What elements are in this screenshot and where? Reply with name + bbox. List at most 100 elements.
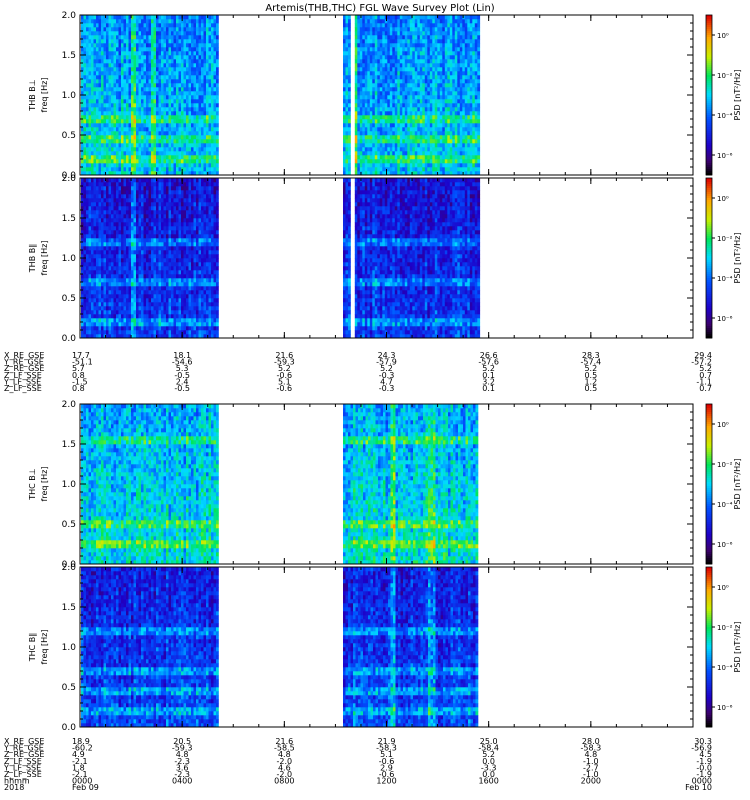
ephemeris-value: 5.2 — [482, 364, 495, 373]
ephemeris-value: 4.9 — [72, 750, 85, 759]
ephemeris-value: 4.8 — [176, 750, 189, 759]
ephemeris-value: 0400 — [172, 777, 192, 786]
y-axis-label: freq [Hz] — [40, 467, 49, 502]
colorbar-tick-label: 10⁻⁶ — [717, 541, 733, 549]
colorbar-tick-label: 10⁻⁴ — [717, 112, 733, 120]
colorbar-tick-label: 10⁰ — [717, 195, 729, 203]
ephemeris-value: 18.9 — [72, 737, 90, 746]
ephemeris-value: 0800 — [274, 777, 294, 786]
y-tick-label: 1.0 — [62, 480, 77, 490]
ephemeris-value: -54.6 — [172, 358, 193, 367]
ephemeris-value: 28.0 — [582, 737, 600, 746]
ephemeris-row-label: Z_LF_SSE — [4, 757, 42, 766]
ephemeris-value: -58.5 — [274, 744, 295, 753]
ephemeris-value: 25.0 — [480, 737, 498, 746]
ephemeris-value: -0.3 — [379, 371, 395, 380]
ephemeris-value: 5.3 — [176, 364, 189, 373]
y-tick-label: 0.5 — [62, 520, 76, 530]
colorbar-label: PSD [nT²/Hz] — [733, 459, 742, 510]
ephemeris-value: -1.5 — [72, 377, 88, 386]
ephemeris-value: -58.3 — [376, 744, 397, 753]
colorbar-tick-label: 10⁻⁴ — [717, 275, 733, 283]
ephemeris-value: -0.6 — [277, 384, 293, 393]
colorbar-tick-label: 10⁰ — [717, 421, 729, 429]
ephemeris-row-label: X_RE_GSE — [4, 737, 44, 746]
ephemeris-value: 5.2 — [482, 750, 495, 759]
y-axis-label: freq [Hz] — [40, 78, 49, 113]
colorbar-tick-label: 10⁻² — [717, 461, 733, 469]
ephemeris-value: -57.9 — [376, 358, 397, 367]
colorbar-tick-label: 10⁰ — [717, 584, 729, 592]
ephemeris-value: -57.6 — [478, 358, 499, 367]
ephemeris-value: 26.6 — [480, 351, 498, 360]
ephemeris-value: 4.5 — [699, 750, 712, 759]
panel-label: THC B∥ — [28, 633, 37, 663]
colorbar-tick-label: 10⁻² — [717, 235, 733, 243]
ephemeris-value: -1.1 — [696, 377, 712, 386]
panel-label: THC B⊥ — [28, 468, 37, 501]
ephemeris-value: 18.1 — [173, 351, 191, 360]
ephemeris-value: -1.9 — [696, 757, 712, 766]
ephemeris-row-label: Z_LF_SSE — [4, 384, 42, 393]
ephemeris-value: -3.3 — [481, 763, 497, 772]
ephemeris-value: 0.8 — [72, 371, 85, 380]
y-tick-label: 0.0 — [62, 723, 77, 733]
ephemeris-row-label: Y_LF_SSE — [3, 377, 41, 386]
ephemeris-value: -0.6 — [379, 770, 395, 779]
panel-label: THB B∥ — [28, 244, 37, 273]
ephemeris-value: -1.0 — [583, 770, 599, 779]
ephemeris-value: 24.3 — [378, 351, 396, 360]
colorbar-tick-label: 10⁻⁶ — [717, 152, 733, 160]
ephemeris-value: 0.5 — [584, 371, 597, 380]
y-tick-label: 1.5 — [62, 214, 76, 224]
colorbar-tick-label: 10⁻² — [717, 624, 733, 632]
y-tick-label: 2.0 — [62, 11, 77, 21]
y-tick-label: 1.0 — [62, 254, 77, 264]
ephemeris-value: 4.8 — [584, 750, 597, 759]
y-tick-label: 0.5 — [62, 294, 76, 304]
colorbar-label: PSD [nT²/Hz] — [733, 70, 742, 121]
ephemeris-value: -1.9 — [696, 770, 712, 779]
panel-thc-bpar: 0.0 0.5 1.0 1.5 2.0 THC B∥ freq [Hz] 10⁰ 10⁻² 10⁻… — [28, 563, 742, 733]
y-tick-label: 0.0 — [62, 171, 77, 181]
colorbar-tick-label: 10⁰ — [717, 32, 729, 40]
ephemeris-table-thb: X_RE_GSEY_RE_GSEZ_RE_GSEZ_LF_SSEY_LF_SSE… — [3, 351, 712, 393]
y-tick-label: 1.5 — [62, 51, 76, 61]
ephemeris-row-label: 2018 — [4, 783, 24, 792]
ephemeris-row-label: X_RE_GSE — [4, 351, 44, 360]
colorbar-tick-label: 10⁻⁶ — [717, 704, 733, 712]
panel-thb-bperp: 0.0 0.5 1.0 1.5 2.0 THB B⊥ freq [Hz] 10⁰ 10⁻² 10⁻… — [28, 11, 742, 181]
ephemeris-value: 2000 — [581, 777, 601, 786]
ephemeris-value: 5.2 — [278, 364, 291, 373]
colorbar-tick-label: 10⁻⁶ — [717, 315, 733, 323]
ephemeris-value: -2.1 — [72, 770, 88, 779]
ephemeris-value: -2.7 — [583, 763, 599, 772]
ephemeris-value: 21.9 — [378, 737, 396, 746]
ephemeris-value: -0.6 — [277, 371, 293, 380]
colorbar: 10⁰ 10⁻² 10⁻⁴ 10⁻⁶ PSD [nT²/Hz] — [705, 566, 742, 728]
y-tick-label: 0.0 — [62, 334, 77, 344]
ephemeris-value: 4.7 — [380, 377, 393, 386]
colorbar-tick-label: 10⁻⁴ — [717, 501, 733, 509]
ephemeris-value: Feb 09 — [72, 783, 99, 792]
ephemeris-value: 0.7 — [699, 371, 712, 380]
ephemeris-value: 4.8 — [278, 750, 291, 759]
ephemeris-value: -51.1 — [72, 358, 93, 367]
ephemeris-row-label: Z_LF_SSE — [4, 371, 42, 380]
ephemeris-value: 0.0 — [482, 757, 495, 766]
ephemeris-value: -0.0 — [696, 763, 712, 772]
colorbar: 10⁰ 10⁻² 10⁻⁴ 10⁻⁶ PSD [nT²/Hz] — [705, 14, 742, 176]
ephemeris-value: -57.4 — [580, 358, 601, 367]
ephemeris-value: -2.3 — [174, 770, 190, 779]
ephemeris-value: 17.7 — [72, 351, 90, 360]
ephemeris-value: 20.5 — [173, 737, 191, 746]
panel-thc-bperp: 0.0 0.5 1.0 1.5 2.0 THC B⊥ freq [Hz] 10⁰ 10⁻² 10⁻… — [28, 400, 742, 570]
y-tick-label: 0.0 — [62, 560, 77, 570]
ephemeris-value: -0.5 — [174, 384, 190, 393]
ephemeris-value: 5.1 — [278, 377, 291, 386]
y-tick-label: 2.0 — [62, 400, 77, 410]
ephemeris-value: 3.2 — [482, 377, 495, 386]
ephemeris-value: 5.1 — [380, 750, 393, 759]
colorbar-tick-label: 10⁻² — [717, 72, 733, 80]
